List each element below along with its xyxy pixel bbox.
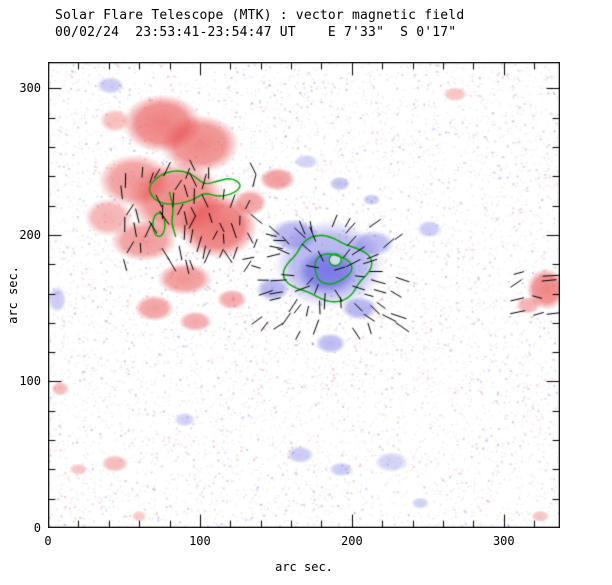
x-axis-label: arc sec.	[275, 560, 333, 574]
figure-title: Solar Flare Telescope (MTK) : vector mag…	[55, 8, 465, 23]
y-tick-label: 200	[19, 227, 41, 242]
x-tick-label: 200	[341, 534, 363, 548]
x-tick-label: 300	[492, 534, 515, 548]
y-tick-label: 300	[19, 81, 41, 96]
magnetogram-canvas	[48, 62, 560, 528]
x-tick-label: 0	[44, 534, 52, 548]
figure-subtitle: 00/02/24 23:53:41-23:54:47 UT E 7'33" S …	[55, 25, 457, 40]
y-tick-label: 0	[33, 521, 41, 535]
y-tick-label: 100	[19, 374, 41, 389]
y-axis-label: arc sec.	[6, 266, 20, 324]
x-tick-label: 100	[189, 534, 211, 548]
